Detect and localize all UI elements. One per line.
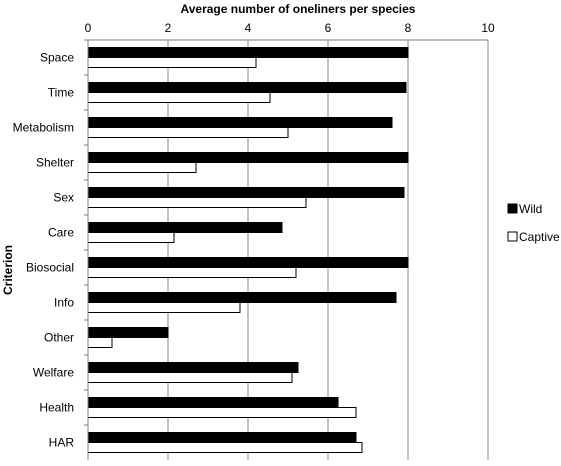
bar-captive [87,92,271,103]
bar-captive [87,442,363,453]
y-axis-title: Criterion [1,245,15,295]
bar-wild [87,117,393,128]
bar-wild [87,327,169,338]
x-tick-label: 2 [165,21,172,35]
x-tick-label: 10 [481,21,495,35]
bar-captive [87,197,307,208]
legend-label-captive: Captive [519,230,560,244]
x-tick-label: 0 [85,21,92,35]
category-label: Welfare [33,366,74,380]
bar-captive [87,162,197,173]
bar-wild [87,257,409,268]
legend-swatch-wild [507,203,518,214]
category-label: Time [48,86,75,100]
category-label: Sex [53,191,74,205]
bar-wild [87,152,409,163]
category-label: Health [39,401,74,415]
labels: 0 2 4 6 8 10 Space Time Metabolism Shelter Sex Care… [13,21,495,450]
bar-captive [87,302,241,313]
category-label: Shelter [36,156,74,170]
bar-wild [87,187,405,198]
legend: Wild Captive [507,202,560,244]
bar-wild [87,222,283,233]
category-label: Space [40,51,74,65]
bar-captive [87,127,289,138]
bar-captive [87,337,113,348]
category-label: Info [54,296,74,310]
bar-wild [87,292,397,303]
category-label: Care [48,226,74,240]
bar-captive [87,407,357,418]
legend-label-wild: Wild [519,202,542,216]
gridlines [167,40,489,460]
bar-wild [87,432,357,443]
x-axis-title: Average number of oneliners per species [181,2,416,16]
category-label: Metabolism [13,121,74,135]
x-tick-label: 6 [325,21,332,35]
bars [87,47,409,453]
legend-swatch-captive [507,231,518,242]
bar-captive [87,372,293,383]
bar-captive [87,267,297,278]
x-tick-label: 4 [245,21,252,35]
category-label: HAR [49,436,75,450]
bar-wild [87,362,299,373]
bar-wild [87,47,409,58]
bar-captive [87,232,175,243]
bar-wild [87,82,407,93]
x-tick-label: 8 [405,21,412,35]
category-label: Other [44,331,74,345]
bar-wild [87,397,339,408]
bar-captive [87,57,257,68]
category-label: Biosocial [26,261,74,275]
